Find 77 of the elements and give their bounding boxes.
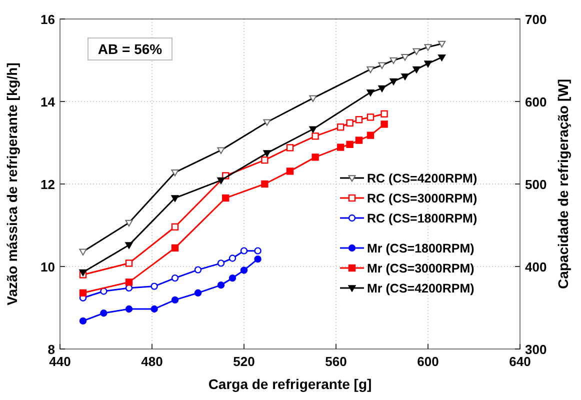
legend-label: Mr (CS=4200RPM) <box>367 282 474 296</box>
point <box>171 274 179 282</box>
point <box>309 126 317 133</box>
point <box>346 140 354 148</box>
y2-tick-label: 400 <box>525 260 547 274</box>
point <box>337 144 344 151</box>
point <box>263 150 271 157</box>
point <box>346 119 354 127</box>
y2-axis-title: Capacidade de refrigeração [W] <box>555 78 571 290</box>
point <box>378 85 386 92</box>
y-tick-label: 12 <box>40 177 55 192</box>
point <box>366 90 374 96</box>
point <box>171 244 179 252</box>
point <box>355 136 363 144</box>
annotation: AB = 56% <box>98 41 163 57</box>
point <box>171 223 179 230</box>
point <box>125 305 133 313</box>
point <box>337 123 344 131</box>
point <box>194 266 202 274</box>
point <box>286 168 294 175</box>
point <box>217 260 225 267</box>
y-axis-title: Vazão mássica de refrigerante [kg/h] <box>4 62 20 306</box>
point <box>228 274 236 282</box>
point <box>438 54 446 62</box>
point <box>261 180 268 188</box>
point <box>125 260 133 267</box>
x-tick-label: 480 <box>141 354 163 369</box>
y2-tick-label: 300 <box>525 342 547 357</box>
point <box>412 66 420 74</box>
y-tick-label: 10 <box>40 260 55 274</box>
point <box>401 73 409 80</box>
point <box>254 255 262 263</box>
point <box>312 132 319 140</box>
point <box>254 247 262 254</box>
point <box>240 266 248 274</box>
point <box>217 177 225 184</box>
point <box>355 116 363 124</box>
y2-tick-label: 600 <box>525 94 547 110</box>
y2-tick-label: 500 <box>525 177 547 192</box>
point <box>171 195 179 202</box>
point <box>79 317 87 325</box>
point <box>424 60 432 68</box>
point <box>261 156 268 164</box>
point <box>150 305 158 313</box>
point <box>380 110 388 118</box>
point <box>228 254 236 262</box>
point <box>171 296 179 304</box>
point <box>125 242 133 249</box>
point <box>312 154 319 161</box>
point <box>366 114 374 121</box>
point <box>286 144 294 152</box>
point <box>125 278 133 286</box>
x-tick-label: 640 <box>509 354 531 369</box>
point <box>240 247 248 254</box>
y-tick-label: 8 <box>48 342 55 357</box>
legend-label: RC (CS=4200RPM) <box>367 172 478 186</box>
y-tick-label: 14 <box>40 94 56 110</box>
point <box>217 281 225 289</box>
point <box>380 120 388 128</box>
y2-tick-label: 700 <box>525 12 547 27</box>
x-tick-label: 520 <box>233 354 255 369</box>
point <box>194 289 202 296</box>
point <box>222 194 230 202</box>
y-tick-label: 16 <box>40 12 55 27</box>
legend-label: Mr (CS=1800RPM) <box>367 242 474 256</box>
point <box>100 310 108 317</box>
legend-label: RC (CS=3000RPM) <box>367 192 478 206</box>
point <box>390 78 398 86</box>
x-axis-title: Carga de refrigerante [g] <box>208 376 372 392</box>
legend-label: Mr (CS=3000RPM) <box>367 262 474 276</box>
point <box>150 282 158 290</box>
x-tick-label: 440 <box>49 354 71 369</box>
legend-label: RC (CS=1800RPM) <box>367 212 478 226</box>
x-tick-label: 600 <box>417 354 439 369</box>
point <box>366 132 374 139</box>
point <box>79 289 87 296</box>
x-tick-label: 560 <box>325 354 347 369</box>
